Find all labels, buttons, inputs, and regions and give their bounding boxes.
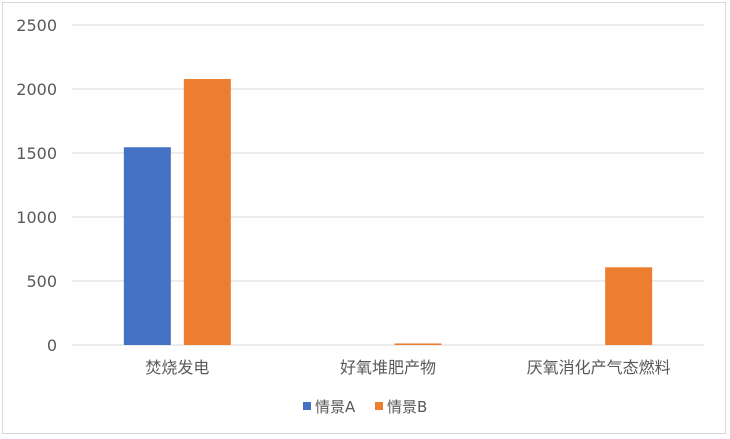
x-tick-label: 焚烧发电 — [145, 358, 209, 377]
y-tick-label: 1000 — [16, 208, 57, 227]
y-tick-label: 1500 — [16, 144, 57, 163]
y-tick-label: 500 — [26, 272, 57, 291]
x-tick-label: 厌氧消化产气态燃料 — [527, 358, 671, 377]
bar-b — [605, 267, 653, 345]
x-tick-label: 好氧堆肥产物 — [340, 358, 436, 377]
legend-label: 情景B — [387, 398, 427, 416]
bar-b — [394, 343, 442, 345]
legend-swatch — [375, 402, 383, 410]
y-tick-label: 2500 — [16, 16, 57, 35]
legend-swatch — [303, 402, 311, 410]
bar-a — [123, 147, 171, 345]
bar-b — [183, 79, 231, 346]
legend-label: 情景A — [315, 398, 356, 416]
y-tick-label: 2000 — [16, 80, 57, 99]
chart-frame — [2, 2, 726, 434]
y-tick-label: 0 — [47, 336, 57, 355]
